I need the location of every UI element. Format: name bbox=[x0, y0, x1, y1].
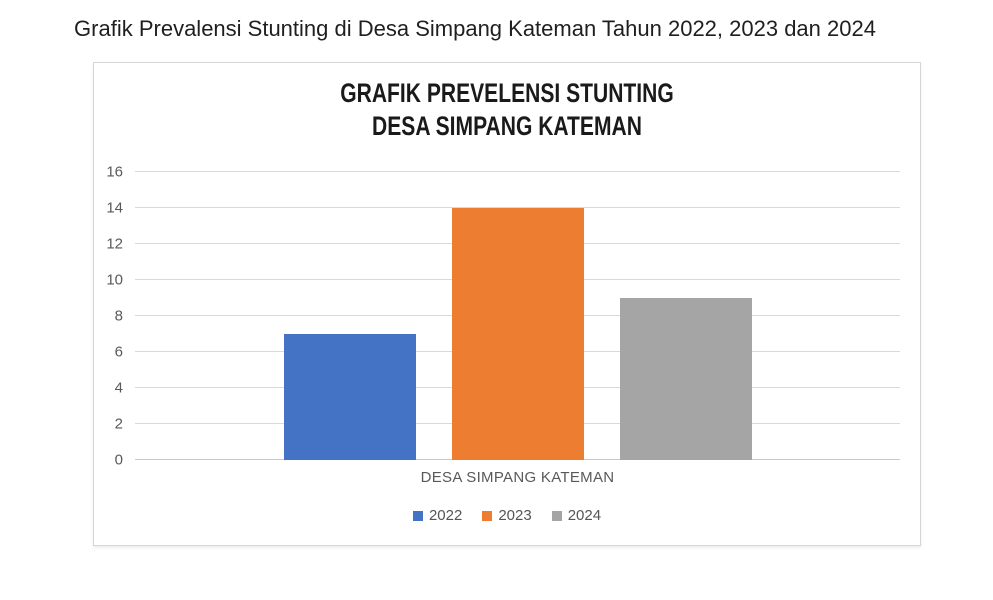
legend-label-2023: 2023 bbox=[498, 507, 532, 524]
y-tick-label-12: 12 bbox=[106, 235, 123, 253]
y-tick-label-4: 4 bbox=[114, 379, 123, 397]
y-tick-label-0: 0 bbox=[114, 451, 123, 469]
chart-title-line2: DESA SIMPANG KATEMAN bbox=[372, 111, 642, 141]
legend: 2022 2023 2024 bbox=[94, 507, 920, 524]
chart-container: GRAFIK PREVELENSI STUNTING DESA SIMPANG … bbox=[93, 62, 921, 546]
legend-label-2024: 2024 bbox=[567, 507, 602, 524]
bar-2022 bbox=[283, 334, 416, 460]
chart-title: GRAFIK PREVELENSI STUNTING DESA SIMPANG … bbox=[185, 77, 829, 143]
legend-swatch-2024 bbox=[551, 510, 562, 521]
gridline-y-14 bbox=[135, 207, 900, 208]
legend-item-2024: 2024 bbox=[551, 507, 602, 524]
legend-item-2022: 2022 bbox=[412, 507, 463, 524]
page-caption: Grafik Prevalensi Stunting di Desa Simpa… bbox=[74, 16, 876, 41]
gridline-y-16 bbox=[135, 171, 900, 172]
bar-2024 bbox=[619, 298, 752, 460]
legend-swatch-2023 bbox=[482, 510, 493, 521]
bar-2023 bbox=[451, 208, 584, 460]
bar-group bbox=[135, 172, 900, 460]
chart-title-line1: GRAFIK PREVELENSI STUNTING bbox=[340, 78, 674, 108]
y-tick-label-8: 8 bbox=[114, 307, 123, 325]
y-tick-label-2: 2 bbox=[114, 415, 123, 433]
legend-swatch-2022 bbox=[412, 510, 423, 521]
legend-label-2022: 2022 bbox=[428, 507, 463, 524]
y-axis: 0 2 4 6 8 10 12 14 16 bbox=[94, 165, 135, 468]
plot-area bbox=[135, 171, 900, 460]
y-tick-label-10: 10 bbox=[106, 271, 123, 289]
y-tick-label-16: 16 bbox=[106, 163, 123, 181]
legend-item-2023: 2023 bbox=[482, 507, 532, 524]
x-axis-category-label: DESA SIMPANG KATEMAN bbox=[420, 469, 615, 486]
y-tick-label-6: 6 bbox=[114, 343, 123, 361]
y-tick-label-14: 14 bbox=[106, 199, 123, 217]
